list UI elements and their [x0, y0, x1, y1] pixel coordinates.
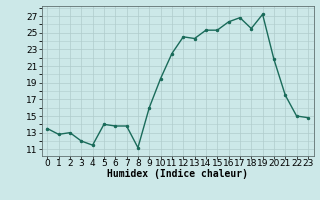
X-axis label: Humidex (Indice chaleur): Humidex (Indice chaleur) — [107, 169, 248, 179]
